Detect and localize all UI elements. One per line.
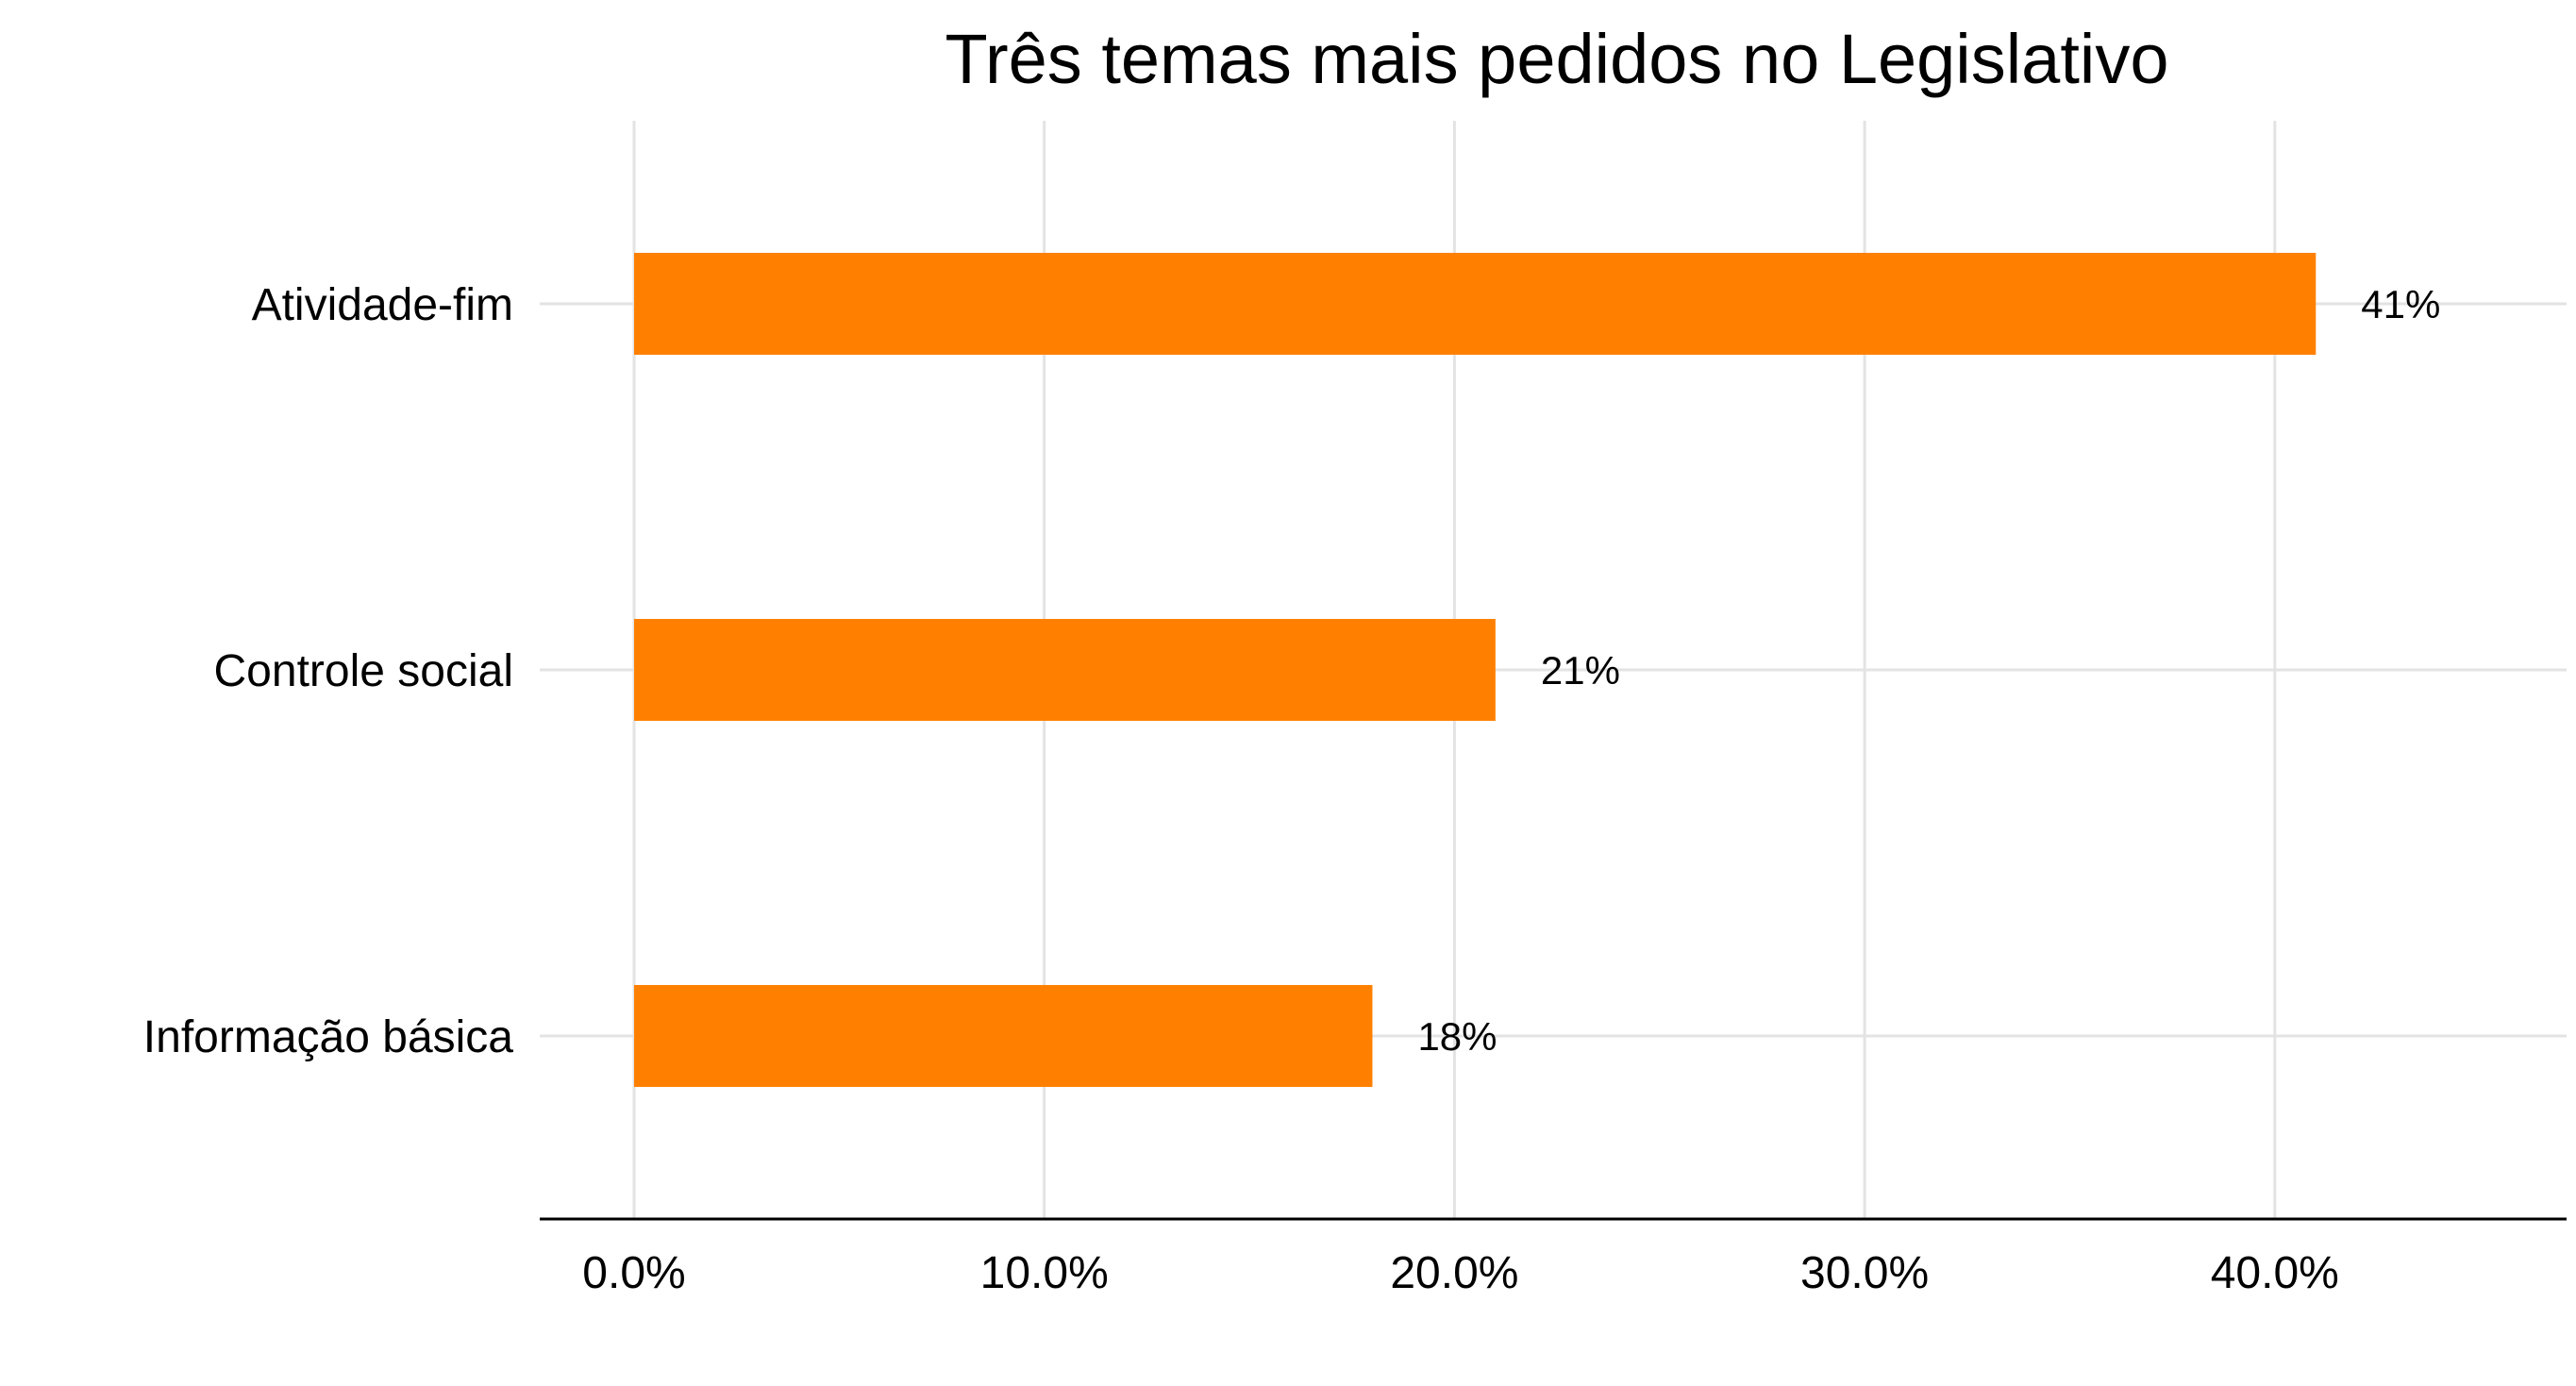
x-tick-labels: 0.0% 10.0% 20.0% 30.0% 40.0% xyxy=(582,1248,2339,1298)
x-tick-label-1: 10.0% xyxy=(980,1248,1109,1298)
bars xyxy=(634,253,2317,1087)
value-label-0: 41% xyxy=(2361,282,2440,326)
bar-2 xyxy=(634,985,1373,1087)
category-label-2: Informação básica xyxy=(143,1012,514,1062)
value-label-2: 18% xyxy=(1417,1014,1497,1059)
x-tick-label-4: 40.0% xyxy=(2211,1248,2339,1298)
x-tick-label-2: 20.0% xyxy=(1390,1248,1518,1298)
category-label-1: Controle social xyxy=(214,646,513,696)
bar-1 xyxy=(634,619,1496,721)
value-label-1: 21% xyxy=(1541,648,1620,693)
category-label-0: Atividade-fim xyxy=(252,280,513,330)
x-tick-label-0: 0.0% xyxy=(582,1248,685,1298)
bar-0 xyxy=(634,253,2317,355)
value-labels: 41% 21% 18% xyxy=(1417,282,2440,1059)
x-tick-label-3: 30.0% xyxy=(1800,1248,1929,1298)
category-labels: Atividade-fim Controle social Informação b… xyxy=(143,280,514,1062)
chart-title: Três temas mais pedidos no Legislativo xyxy=(945,20,2169,98)
